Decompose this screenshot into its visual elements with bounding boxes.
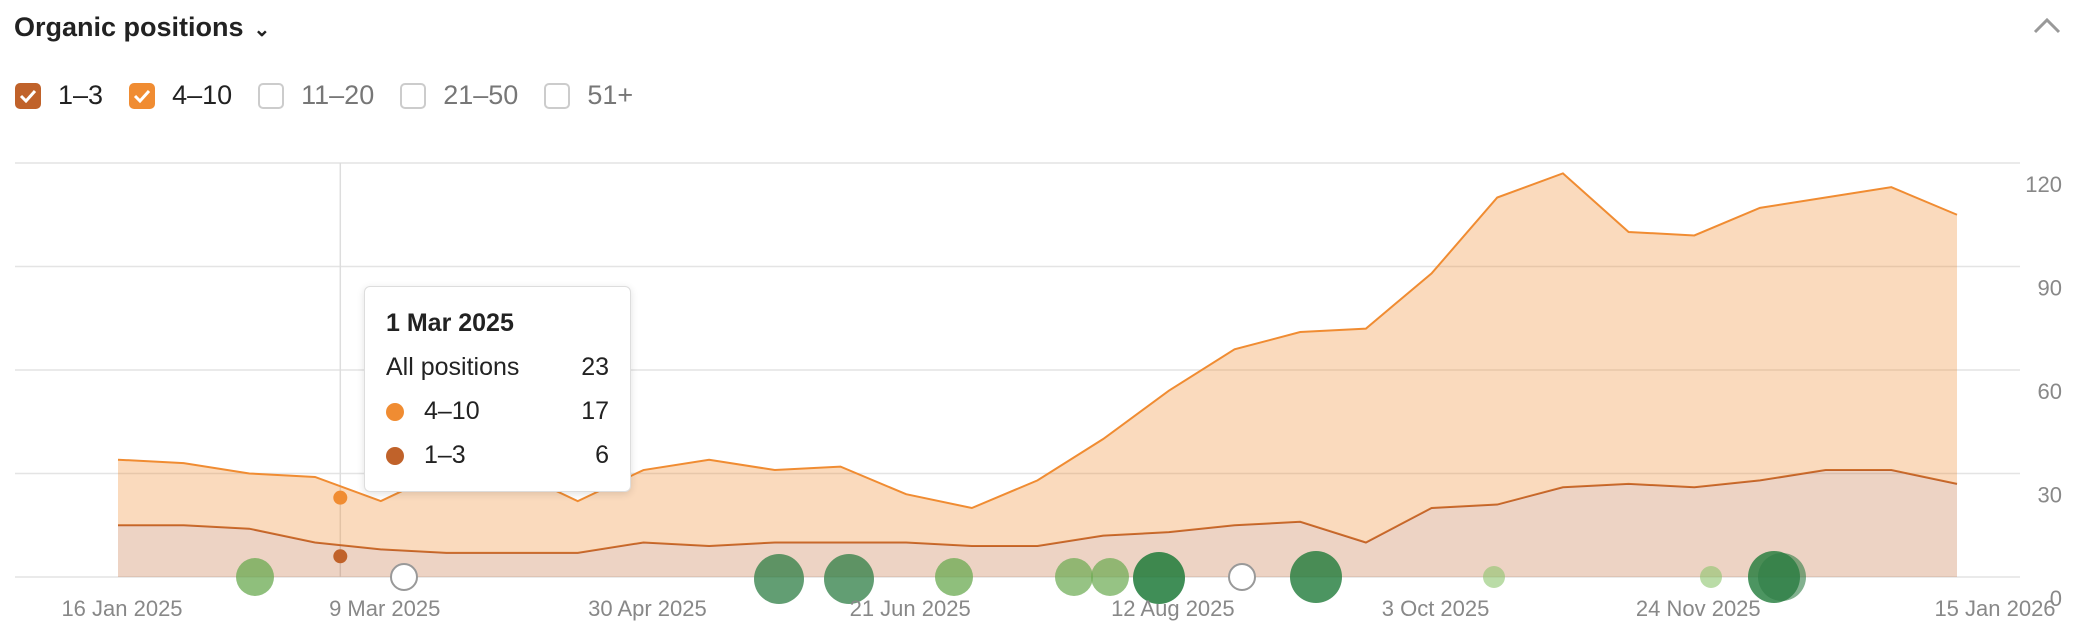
chevron bbox=[2033, 17, 2061, 34]
y-tick-label: 120 bbox=[2025, 172, 2062, 197]
google-update-icon[interactable] bbox=[390, 563, 418, 591]
cursor-dot bbox=[333, 490, 348, 505]
x-tick-label: 12 Aug 2025 bbox=[1111, 596, 1235, 621]
feature-bubble[interactable] bbox=[824, 554, 874, 604]
feature-bubble[interactable] bbox=[1700, 566, 1722, 588]
y-tick-label: 90 bbox=[2038, 276, 2062, 301]
filter-label: 11–20 bbox=[301, 80, 375, 110]
area-fill bbox=[118, 173, 1957, 553]
filter[interactable]: 11–20 bbox=[258, 80, 374, 111]
tooltip-date: 1 Mar 2025 bbox=[386, 309, 514, 337]
tooltip-value: 6 bbox=[595, 441, 609, 469]
filter[interactable]: 51+ bbox=[544, 80, 633, 111]
x-tick-label: 9 Mar 2025 bbox=[329, 596, 440, 621]
cursor-dot bbox=[333, 549, 348, 564]
legend-dot bbox=[386, 402, 404, 421]
filter[interactable]: 1–3 bbox=[15, 80, 103, 111]
x-tick-label: 15 Jan 2026 bbox=[1934, 596, 2055, 621]
checkbox bbox=[258, 82, 285, 109]
x-tick-label: 16 Jan 2025 bbox=[61, 596, 182, 621]
y-tick-label: 0 bbox=[2050, 586, 2062, 611]
y-tick-label: 60 bbox=[2038, 379, 2062, 404]
title-text: Organic positions bbox=[14, 12, 244, 42]
feature-bubble[interactable] bbox=[1483, 566, 1505, 588]
feature-bubble[interactable] bbox=[1290, 551, 1342, 603]
filter[interactable]: 4–10 bbox=[129, 80, 232, 111]
area-line bbox=[118, 469, 1958, 554]
tooltip-value: 17 bbox=[581, 397, 609, 425]
dropdown-icon: ⌄ bbox=[253, 19, 271, 41]
x-tick-label: 21 Jun 2025 bbox=[850, 596, 971, 621]
serp-features bbox=[236, 551, 1806, 604]
google-update-icon[interactable] bbox=[1228, 563, 1256, 591]
legend-dot bbox=[386, 446, 404, 465]
checkbox bbox=[129, 82, 156, 109]
collapse-icon[interactable] bbox=[2030, 14, 2064, 38]
x-tick-label: 3 Oct 2025 bbox=[1382, 596, 1490, 621]
filter-label: 4–10 bbox=[172, 80, 233, 110]
tooltip-row: 1–3 6 bbox=[386, 441, 609, 470]
tooltip-row: All positions 23 bbox=[386, 353, 609, 382]
feature-bubble[interactable] bbox=[1055, 558, 1093, 596]
checkbox bbox=[400, 82, 427, 109]
filter-label: 21–50 bbox=[443, 80, 519, 110]
tooltip-row: 4–10 17 bbox=[386, 397, 609, 426]
feature-bubble[interactable] bbox=[1133, 552, 1185, 604]
checkbox bbox=[544, 82, 571, 109]
feature-bubble[interactable] bbox=[754, 554, 804, 604]
tooltip: 1 Mar 2025 All positions 23 4–10 17 1–3 6 bbox=[364, 286, 631, 492]
check-mark bbox=[19, 89, 37, 103]
y-tick-label: 30 bbox=[2038, 483, 2062, 508]
feature-bubble[interactable] bbox=[1091, 558, 1129, 596]
tooltip-value: 23 bbox=[581, 353, 609, 381]
filter-label: 1–3 bbox=[58, 80, 104, 110]
feature-bubble[interactable] bbox=[236, 558, 274, 596]
x-tick-label: 24 Nov 2025 bbox=[1636, 596, 1761, 621]
tooltip-label: All positions bbox=[386, 353, 520, 381]
tooltip-label: 4–10 bbox=[424, 397, 480, 425]
feature-bubble[interactable] bbox=[935, 558, 973, 596]
feature-bubble[interactable] bbox=[1758, 553, 1806, 601]
filter-label: 51+ bbox=[587, 80, 634, 110]
section-title[interactable]: Organic positions ⌄ bbox=[14, 12, 270, 43]
area-fill bbox=[118, 470, 1957, 577]
tooltip-label: 1–3 bbox=[424, 441, 466, 469]
checkbox bbox=[15, 82, 41, 109]
check-mark bbox=[134, 89, 151, 103]
filter[interactable]: 21–50 bbox=[400, 80, 518, 111]
filters: 1–3 4–10 11–20 21–50 51+ bbox=[15, 80, 633, 111]
x-tick-label: 30 Apr 2025 bbox=[588, 596, 707, 621]
